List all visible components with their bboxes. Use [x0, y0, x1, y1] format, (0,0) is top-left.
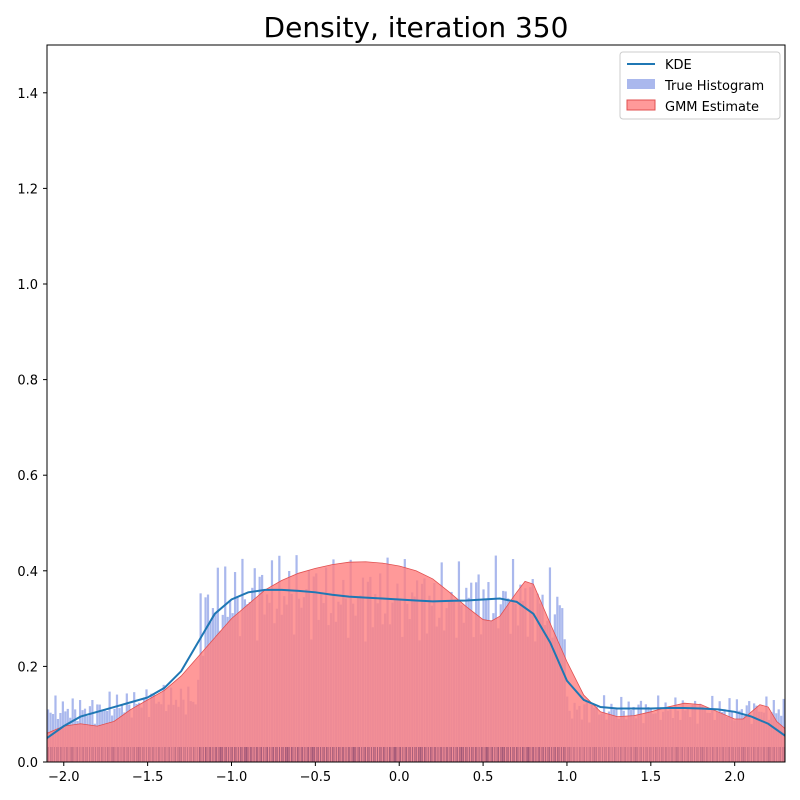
y-tick-label: 1.2 [17, 182, 38, 197]
x-tick-label: −0.5 [300, 770, 332, 785]
histogram-bar [54, 695, 57, 762]
y-tick-label: 0.0 [17, 756, 38, 771]
x-tick-label: −1.0 [216, 770, 248, 785]
legend-frame [619, 51, 781, 120]
y-tick-label: 0.4 [17, 565, 38, 580]
kde-line [46, 588, 786, 739]
y-tick-label: 0.6 [17, 469, 38, 484]
y-tick-label: 0.2 [17, 660, 38, 675]
x-tick-label: 0.0 [389, 770, 410, 785]
plot-area [46, 555, 786, 763]
x-tick-label: −2.0 [48, 770, 80, 785]
gmm-estimate-area [46, 561, 786, 763]
x-tick-label: −1.5 [132, 770, 164, 785]
legend-histogram-label: True Histogram [664, 79, 764, 94]
y-tick-label: 0.8 [17, 374, 38, 389]
y-tick-label: 1.0 [17, 278, 38, 293]
legend-gmm-label: GMM Estimate [665, 100, 759, 115]
legend-histogram-swatch [627, 79, 655, 89]
y-tick-label: 1.4 [17, 87, 38, 102]
chart-title: Density, iteration 350 [264, 11, 569, 44]
x-tick-label: 1.0 [557, 770, 578, 785]
axes-frame [46, 44, 786, 763]
x-tick-label: 1.5 [640, 770, 661, 785]
x-tick-label: 2.0 [724, 770, 745, 785]
legend-kde-label: KDE [665, 58, 692, 73]
legend: KDE True Histogram GMM Estimate [619, 51, 781, 120]
axes: −2.0 −1.5 −1.0 −0.5 0.0 0.5 1.0 1.5 2.0 0.0 0.2 0.4… [17, 44, 786, 785]
legend-gmm-swatch [626, 99, 656, 111]
x-tick-label: 0.5 [473, 770, 494, 785]
